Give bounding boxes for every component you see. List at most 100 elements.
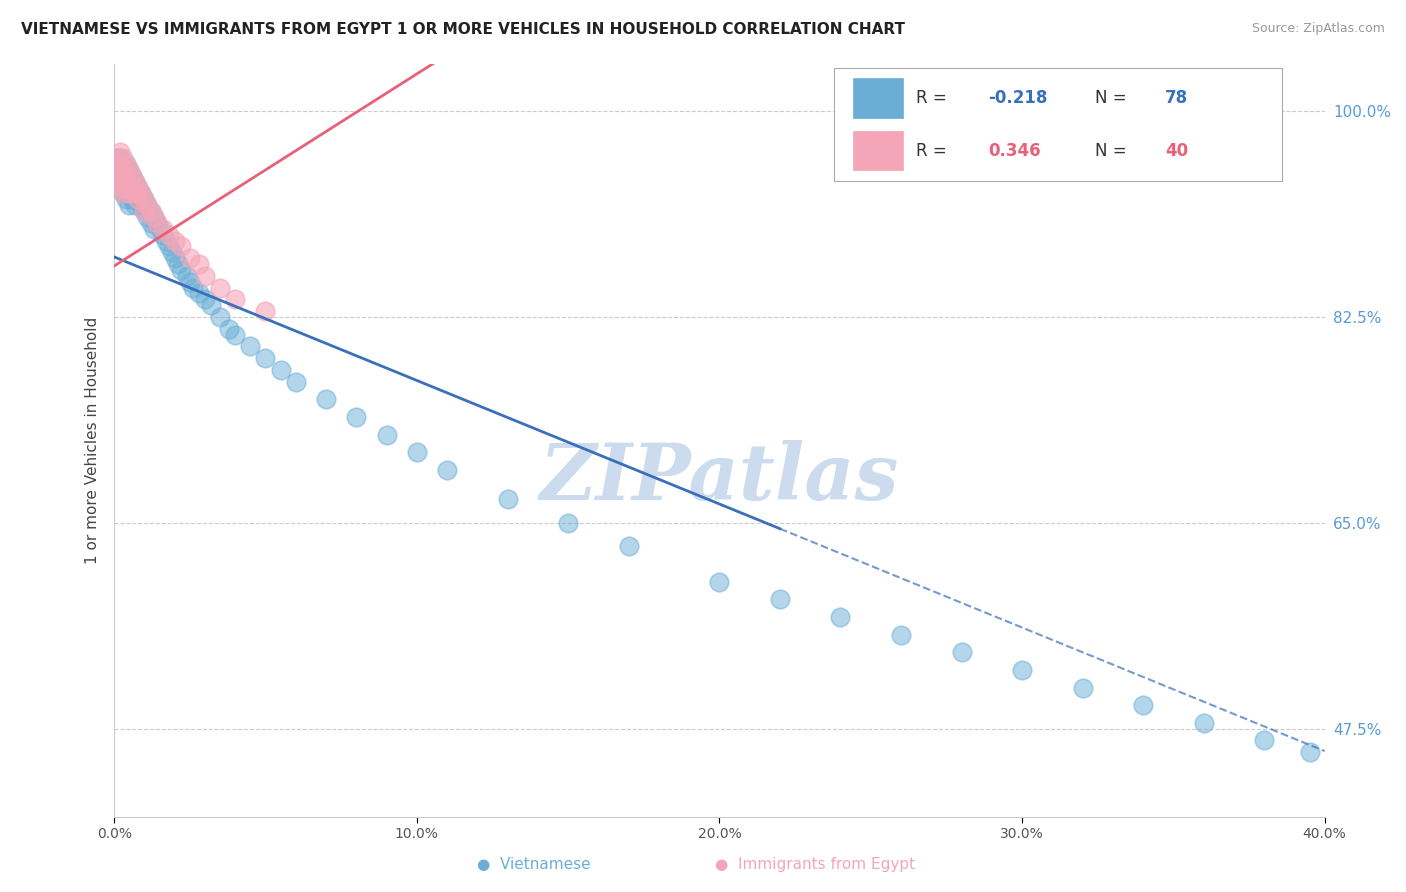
Point	[152, 227, 174, 242]
Point	[136, 210, 159, 224]
Point	[209, 280, 232, 294]
Point	[181, 280, 204, 294]
Point	[557, 516, 579, 530]
Point	[200, 298, 222, 312]
Point	[1192, 715, 1215, 730]
Point	[110, 145, 132, 160]
Text: Source: ZipAtlas.com: Source: ZipAtlas.com	[1251, 22, 1385, 36]
Point	[124, 198, 146, 212]
Point	[136, 198, 159, 212]
Point	[496, 492, 519, 507]
Point	[127, 180, 149, 194]
Point	[134, 192, 156, 206]
Point	[187, 257, 209, 271]
Y-axis label: 1 or more Vehicles in Household: 1 or more Vehicles in Household	[86, 317, 100, 564]
Point	[375, 427, 398, 442]
Point	[124, 175, 146, 189]
Text: VIETNAMESE VS IMMIGRANTS FROM EGYPT 1 OR MORE VEHICLES IN HOUSEHOLD CORRELATION : VIETNAMESE VS IMMIGRANTS FROM EGYPT 1 OR…	[21, 22, 905, 37]
FancyBboxPatch shape	[852, 131, 904, 170]
Point	[121, 192, 143, 206]
Point	[224, 293, 246, 307]
Point	[160, 245, 183, 260]
Text: R =: R =	[915, 142, 952, 160]
Point	[254, 304, 277, 318]
Point	[115, 169, 138, 183]
Point	[124, 186, 146, 201]
Point	[118, 175, 141, 189]
Point	[218, 322, 240, 336]
Point	[254, 351, 277, 366]
Point	[145, 216, 167, 230]
Point	[139, 216, 162, 230]
Point	[112, 169, 135, 183]
Point	[1298, 745, 1320, 759]
Text: ●  Vietnamese: ● Vietnamese	[478, 857, 591, 872]
Point	[224, 327, 246, 342]
Point	[405, 445, 427, 459]
Point	[110, 180, 132, 194]
Text: 0.346: 0.346	[988, 142, 1040, 160]
Point	[110, 163, 132, 178]
Point	[142, 221, 165, 235]
Point	[112, 175, 135, 189]
Point	[142, 210, 165, 224]
Point	[112, 175, 135, 189]
Point	[436, 463, 458, 477]
Point	[118, 186, 141, 201]
Point	[105, 175, 128, 189]
Point	[121, 180, 143, 194]
Point	[139, 204, 162, 219]
Point	[131, 186, 153, 201]
Point	[239, 339, 262, 353]
Point	[157, 239, 180, 253]
Point	[136, 198, 159, 212]
Point	[124, 175, 146, 189]
Text: R =: R =	[915, 89, 952, 107]
Point	[890, 627, 912, 641]
Point	[124, 186, 146, 201]
Point	[121, 169, 143, 183]
Text: N =: N =	[1095, 89, 1132, 107]
Point	[121, 180, 143, 194]
Point	[155, 234, 177, 248]
Point	[139, 204, 162, 219]
Point	[179, 275, 201, 289]
Point	[194, 268, 217, 283]
Point	[950, 645, 973, 659]
Point	[127, 192, 149, 206]
Point	[149, 221, 172, 235]
FancyBboxPatch shape	[852, 78, 904, 118]
Point	[142, 210, 165, 224]
Point	[344, 409, 367, 424]
Point	[157, 227, 180, 242]
Point	[118, 163, 141, 178]
Point	[187, 286, 209, 301]
Point	[769, 592, 792, 607]
Point	[134, 192, 156, 206]
Point	[131, 186, 153, 201]
Point	[170, 263, 193, 277]
Point	[112, 163, 135, 178]
Point	[179, 251, 201, 265]
Point	[118, 163, 141, 178]
Text: 40: 40	[1166, 142, 1188, 160]
Point	[105, 151, 128, 165]
Point	[152, 221, 174, 235]
Point	[127, 192, 149, 206]
Point	[115, 180, 138, 194]
Point	[115, 169, 138, 183]
Point	[105, 163, 128, 178]
Point	[134, 204, 156, 219]
Point	[163, 234, 186, 248]
Point	[118, 186, 141, 201]
Point	[170, 239, 193, 253]
Point	[617, 540, 640, 554]
Point	[115, 157, 138, 171]
Point	[110, 151, 132, 165]
Point	[131, 198, 153, 212]
Point	[112, 151, 135, 165]
Point	[315, 392, 337, 407]
Point	[194, 293, 217, 307]
Point	[115, 157, 138, 171]
Point	[115, 192, 138, 206]
